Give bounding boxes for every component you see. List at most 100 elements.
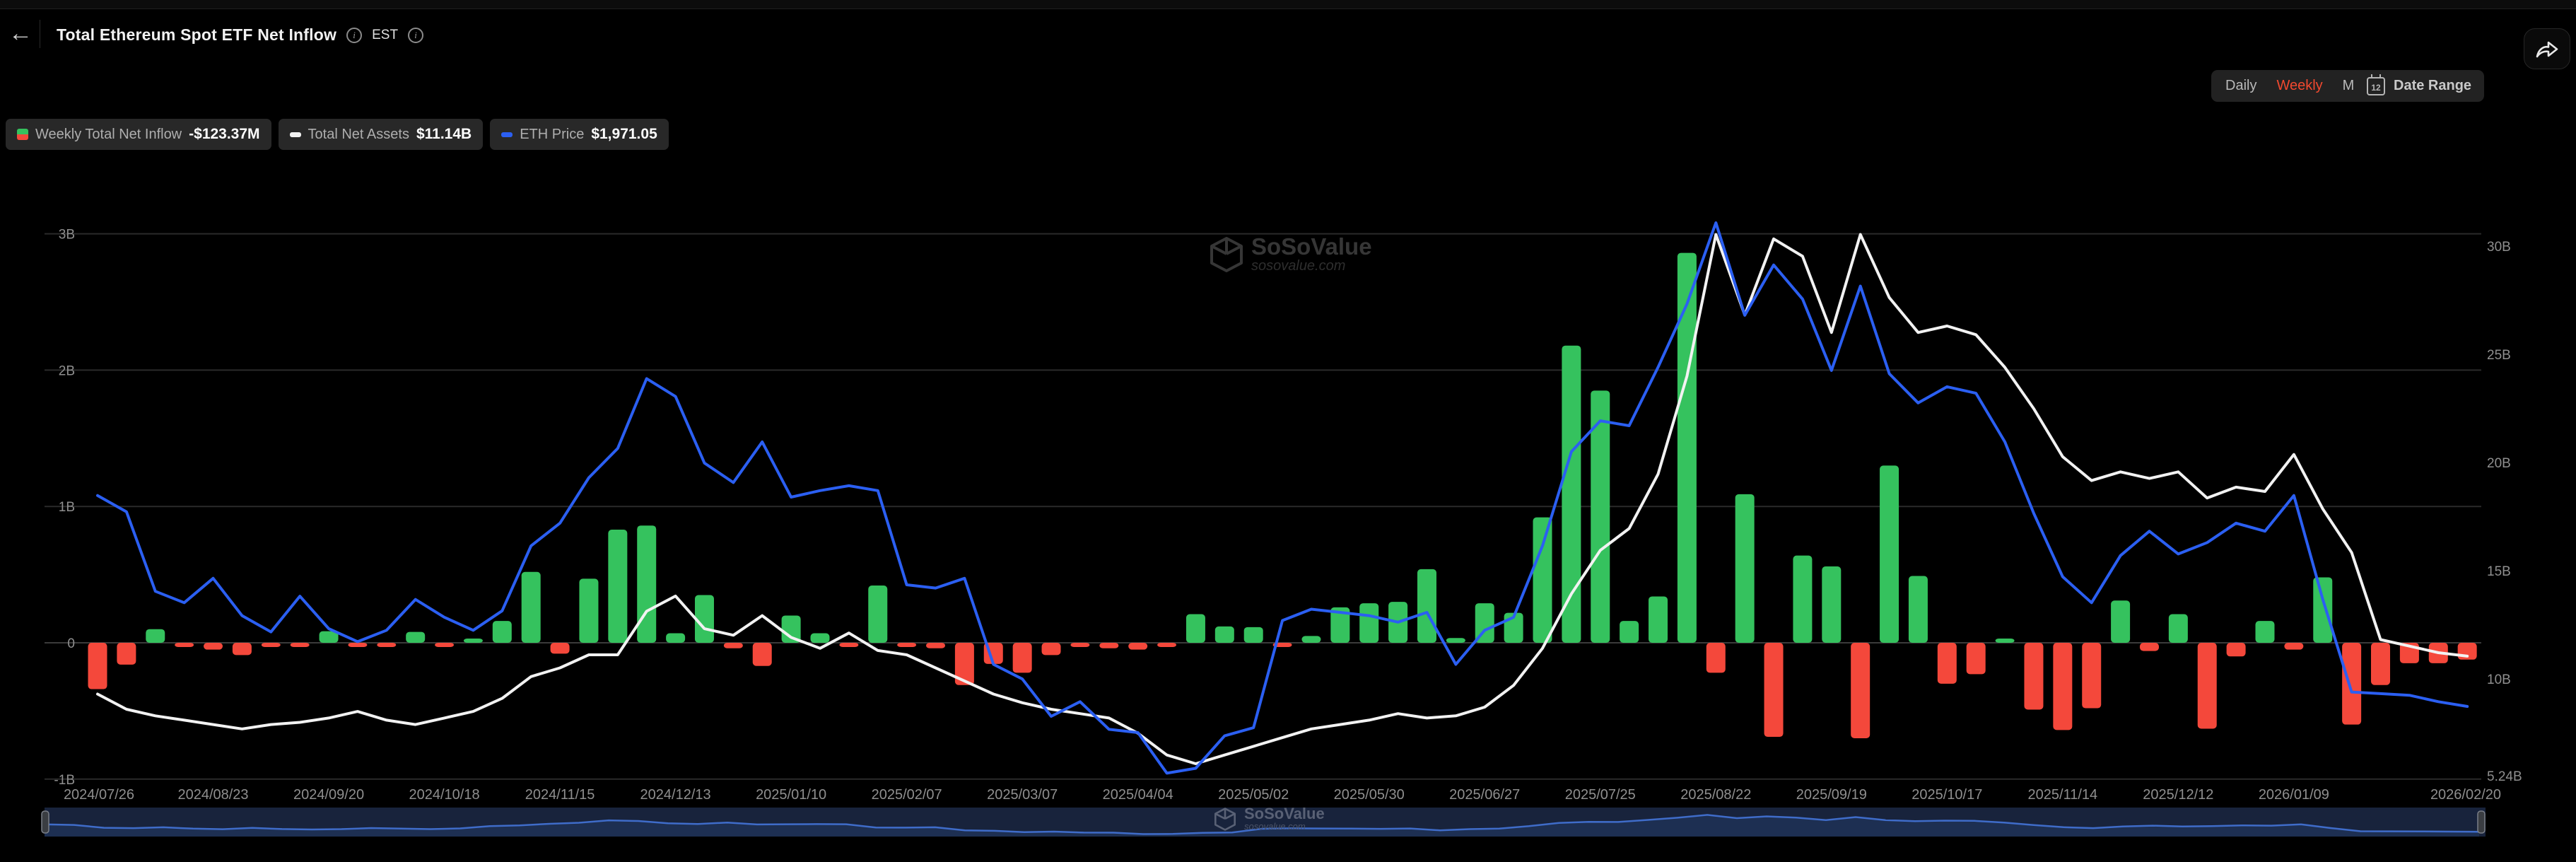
inflow-bar[interactable] xyxy=(435,643,455,647)
inflow-bar[interactable] xyxy=(2053,643,2073,730)
tab-daily[interactable]: Daily xyxy=(2225,78,2257,93)
inflow-bar[interactable] xyxy=(348,643,368,647)
inflow-bar[interactable] xyxy=(1649,596,1668,643)
date-range-button[interactable]: 12 Date Range xyxy=(2354,70,2485,102)
inflow-bar[interactable] xyxy=(2111,600,2131,643)
inflow-bar[interactable] xyxy=(1128,643,1148,650)
inflow-bar[interactable] xyxy=(1793,555,1813,643)
inflow-bar[interactable] xyxy=(1243,627,1263,643)
inflow-bar[interactable] xyxy=(954,643,974,685)
inflow-bar[interactable] xyxy=(2284,643,2304,650)
navigator-left-handle[interactable] xyxy=(41,810,49,834)
inflow-bar[interactable] xyxy=(1272,643,1292,647)
inflow-bar[interactable] xyxy=(1880,465,1899,643)
inflow-bar[interactable] xyxy=(1677,252,1697,643)
inflow-bar[interactable] xyxy=(1995,639,2015,643)
inflow-bar[interactable] xyxy=(406,631,426,643)
inflow-bar[interactable] xyxy=(146,629,165,643)
inflow-bar[interactable] xyxy=(1533,517,1552,643)
inflow-bar[interactable] xyxy=(1851,643,1870,738)
inflow-bar[interactable] xyxy=(2313,577,2333,643)
inflow-bar[interactable] xyxy=(1966,643,1986,675)
inflow-bar[interactable] xyxy=(290,643,310,647)
inflow-bar[interactable] xyxy=(1185,614,1205,643)
inflow-bar[interactable] xyxy=(1706,643,1726,673)
inflow-bar[interactable] xyxy=(492,621,512,643)
title-info-icon[interactable]: i xyxy=(346,27,363,43)
inflow-bar[interactable] xyxy=(1330,607,1350,643)
inflow-bar[interactable] xyxy=(2342,643,2362,725)
inflow-bar[interactable] xyxy=(117,643,136,665)
inflow-bar[interactable] xyxy=(1417,569,1436,643)
inflow-bar[interactable] xyxy=(1562,345,1581,643)
inflow-bar[interactable] xyxy=(1735,494,1755,643)
share-button[interactable] xyxy=(2524,28,2570,69)
inflow-bar[interactable] xyxy=(1157,643,1177,647)
inflow-bar[interactable] xyxy=(261,643,281,647)
inflow-bar[interactable] xyxy=(868,586,888,643)
timezone-info-icon[interactable]: i xyxy=(408,27,424,43)
inflow-bar[interactable] xyxy=(1359,603,1379,643)
inflow-bar[interactable] xyxy=(752,643,772,666)
date-range-label: Date Range xyxy=(2394,78,2472,93)
header: Total Ethereum Spot ETF Net Inflow i EST… xyxy=(57,25,424,45)
inflow-bar[interactable] xyxy=(1591,390,1610,643)
inflow-bar[interactable] xyxy=(781,615,801,643)
inflow-bar[interactable] xyxy=(521,571,541,643)
inflow-bar[interactable] xyxy=(1822,566,1842,643)
legend-item-net-assets[interactable]: Total Net Assets $11.14B xyxy=(278,119,484,150)
inflow-bar[interactable] xyxy=(608,529,628,643)
inflow-bar[interactable] xyxy=(2139,643,2159,651)
navigator-right-handle[interactable] xyxy=(2477,810,2486,834)
legend-item-net-inflow[interactable]: Weekly Total Net Inflow -$123.37M xyxy=(6,119,271,150)
inflow-bar[interactable] xyxy=(637,525,657,643)
y-axis-right-label: 20B xyxy=(2487,456,2511,471)
inflow-bar[interactable] xyxy=(579,578,599,643)
inflow-bar[interactable] xyxy=(1446,638,1465,643)
inflow-bar[interactable] xyxy=(2082,643,2102,709)
inflow-bar[interactable] xyxy=(175,643,194,647)
inflow-bar[interactable] xyxy=(204,643,223,650)
inflow-bar[interactable] xyxy=(1908,576,1928,643)
x-axis-tick-label: 2025/06/27 xyxy=(1449,787,1520,803)
inflow-bar[interactable] xyxy=(1301,636,1321,643)
legend-label: ETH Price xyxy=(520,126,585,142)
inflow-bar[interactable] xyxy=(1620,621,1639,643)
inflow-bar[interactable] xyxy=(666,633,686,643)
inflow-bar[interactable] xyxy=(810,633,830,643)
inflow-bar[interactable] xyxy=(839,643,859,647)
inflow-bar[interactable] xyxy=(463,639,483,643)
inflow-bar[interactable] xyxy=(1041,643,1061,656)
inflow-bar[interactable] xyxy=(2168,614,2188,643)
inflow-bar[interactable] xyxy=(232,643,252,656)
inflow-bar[interactable] xyxy=(2197,643,2217,729)
inflow-bar[interactable] xyxy=(1099,643,1119,648)
x-axis-tick-label: 2025/11/14 xyxy=(2028,787,2098,803)
inflow-bar[interactable] xyxy=(1214,626,1234,643)
inflow-bar[interactable] xyxy=(1070,643,1090,647)
inflow-bar[interactable] xyxy=(1012,643,1032,673)
legend-item-eth-price[interactable]: ETH Price $1,971.05 xyxy=(490,119,669,150)
back-button[interactable]: ← xyxy=(8,20,33,47)
inflow-bar[interactable] xyxy=(1764,643,1784,738)
inflow-bar[interactable] xyxy=(2255,621,2275,643)
inflow-bar[interactable] xyxy=(319,631,339,643)
inflow-bar[interactable] xyxy=(1475,603,1494,643)
inflow-bar[interactable] xyxy=(2371,643,2391,685)
y-axis-right-label: 15B xyxy=(2487,564,2511,579)
tab-weekly[interactable]: Weekly xyxy=(2276,78,2323,93)
x-axis-tick-label: 2025/08/22 xyxy=(1680,787,1751,803)
inflow-bar[interactable] xyxy=(2226,643,2246,657)
inflow-bar[interactable] xyxy=(723,643,743,648)
inflow-bar[interactable] xyxy=(694,595,714,643)
inflow-bar[interactable] xyxy=(550,643,570,654)
inflow-bar[interactable] xyxy=(1937,643,1957,684)
inflow-bar[interactable] xyxy=(88,643,107,689)
x-axis-tick-label: 2024/09/20 xyxy=(293,787,364,803)
blue-dash-swatch-icon xyxy=(501,132,513,137)
inflow-bar[interactable] xyxy=(897,643,917,647)
inflow-bar[interactable] xyxy=(926,643,946,648)
inflow-bar[interactable] xyxy=(2024,643,2044,710)
inflow-bar[interactable] xyxy=(377,643,397,647)
